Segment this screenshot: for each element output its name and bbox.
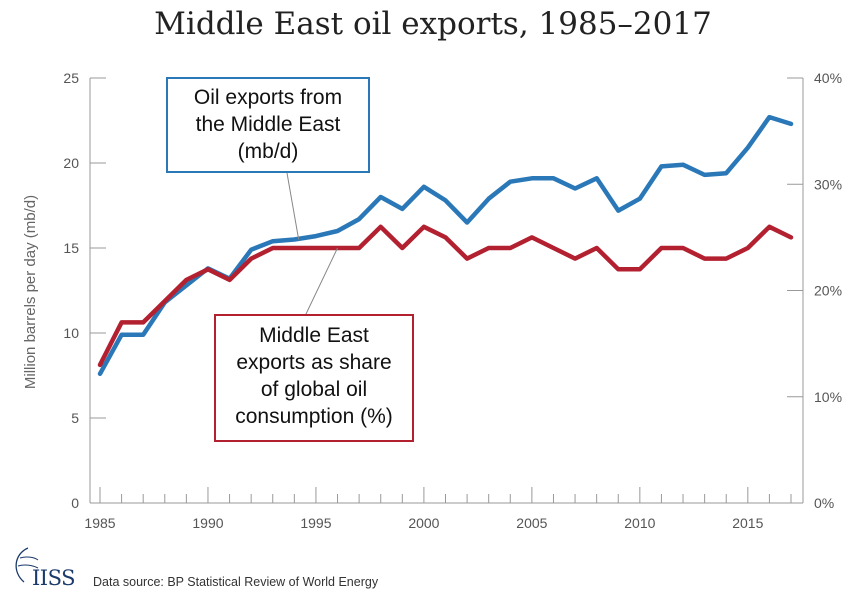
- y2-tick-label: 10%: [814, 389, 842, 405]
- x-tick-label: 2015: [732, 515, 763, 531]
- y-tick-label: 15: [63, 240, 79, 256]
- iiss-logo: IISS: [32, 566, 76, 590]
- x-tick-label: 2005: [516, 515, 547, 531]
- oil-exports-callout-line: Oil exports from: [193, 86, 343, 109]
- y2-tick-label: 40%: [814, 70, 842, 86]
- y-tick-label: 0: [71, 495, 79, 511]
- y2-tick-label: 20%: [814, 283, 842, 299]
- y-tick-label: 5: [71, 410, 79, 426]
- footer: IISS Data source: BP Statistical Review …: [10, 544, 510, 594]
- x-tick-label: 1990: [192, 515, 223, 531]
- iiss-logo-globe-icon: [15, 547, 39, 583]
- x-tick-label: 1985: [84, 515, 115, 531]
- oil-exports-leader-line: [286, 172, 300, 240]
- y-tick-label: 20: [63, 155, 79, 171]
- y-tick-label: 25: [63, 70, 79, 86]
- x-tick-label: 1995: [300, 515, 331, 531]
- x-tick-label: 2000: [408, 515, 439, 531]
- export-share-line: [97, 224, 794, 368]
- y2-tick-label: 0%: [814, 495, 834, 511]
- export-share-callout-line: exports as share: [236, 351, 392, 374]
- chart-title: Middle East oil exports, 1985–2017: [154, 6, 712, 42]
- oil-exports-callout-line: the Middle East: [195, 113, 341, 136]
- y-tick-label: 10: [63, 325, 79, 341]
- y-axis-label: Million barrels per day (mb/d): [22, 195, 39, 389]
- export-share-callout: Middle East exports as share of global o…: [214, 314, 414, 442]
- export-share-callout-line: of global oil: [260, 378, 368, 401]
- oil-exports-callout: Oil exports from the Middle East (mb/d): [166, 77, 370, 173]
- data-source: Data source: BP Statistical Review of Wo…: [93, 575, 379, 589]
- y2-tick-label: 30%: [814, 176, 842, 192]
- export-share-callout-line: Middle East: [259, 324, 369, 347]
- x-tick-label: 2010: [624, 515, 655, 531]
- export-share-leader-line: [305, 247, 338, 315]
- oil-exports-callout-line: (mb/d): [237, 140, 299, 163]
- export-share-callout-line: consumption (%): [235, 405, 393, 428]
